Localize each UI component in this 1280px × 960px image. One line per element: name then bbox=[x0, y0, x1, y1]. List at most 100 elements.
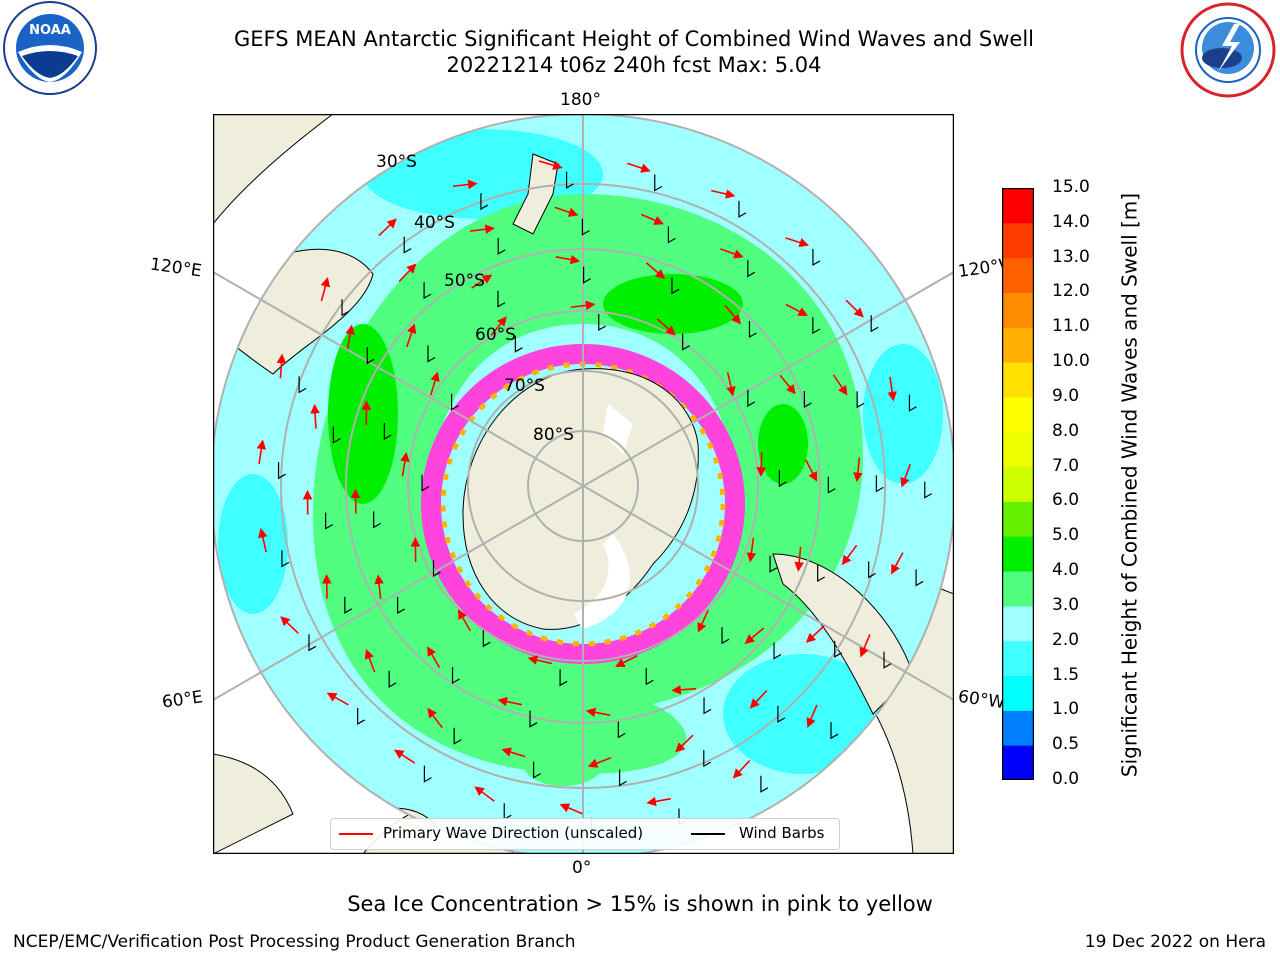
wave-direction-arrow bbox=[656, 318, 676, 336]
colorbar-tick-label: 3.0 bbox=[1052, 594, 1080, 615]
wind-barb bbox=[598, 314, 607, 332]
wind-barb bbox=[682, 333, 690, 351]
wave-direction-arrow bbox=[785, 303, 809, 316]
wave-direction-arrow bbox=[806, 704, 818, 728]
wave-direction-arrow bbox=[470, 224, 495, 235]
wind-barb bbox=[423, 765, 432, 783]
wave-direction-arrow bbox=[756, 452, 767, 477]
wave-direction-arrow bbox=[490, 316, 507, 336]
wave-direction-arrow bbox=[697, 609, 709, 633]
colorbar-bin bbox=[1002, 536, 1034, 572]
colorbar-tick-label: 13.0 bbox=[1052, 246, 1090, 267]
lat-label-80s: 80°S bbox=[533, 425, 574, 445]
wave-direction-arrow bbox=[280, 616, 299, 634]
wind-barb bbox=[875, 475, 884, 493]
wind-barb-legend-label: Wind Barbs bbox=[739, 824, 825, 842]
wind-barb bbox=[827, 476, 836, 494]
wave-direction-arrow bbox=[726, 371, 736, 397]
wind-barb bbox=[423, 282, 432, 300]
wind-barb bbox=[581, 218, 590, 236]
wind-barb bbox=[451, 667, 460, 685]
wave-direction-arrow bbox=[744, 627, 765, 644]
wave-direction-arrow bbox=[457, 609, 472, 632]
colorbar-bin bbox=[1002, 675, 1034, 711]
colorbar-bin bbox=[1002, 396, 1034, 433]
wave-direction-arrow bbox=[497, 696, 522, 707]
wave-direction-arrow bbox=[538, 160, 563, 170]
wave-direction-arrow bbox=[646, 796, 671, 807]
wave-direction-arrow bbox=[900, 463, 912, 488]
svg-text:NOAA: NOAA bbox=[29, 23, 71, 38]
wind-barb bbox=[482, 630, 491, 648]
wave-direction-arrow bbox=[258, 527, 268, 553]
colorbar-tick-label: 12.0 bbox=[1052, 281, 1090, 302]
wind-barb bbox=[565, 171, 574, 189]
wind-barb bbox=[453, 727, 462, 745]
wind-barb bbox=[529, 710, 538, 728]
colorbar-tick-label: 11.0 bbox=[1052, 316, 1090, 337]
wave-direction-arrow bbox=[427, 707, 443, 729]
colorbar-tick-label: 9.0 bbox=[1052, 385, 1080, 406]
colorbar-bin bbox=[1002, 571, 1034, 607]
wave-direction-arrow bbox=[256, 439, 267, 465]
wave-direction-arrow bbox=[853, 457, 863, 483]
lon-label-120e: 120°E bbox=[148, 254, 203, 282]
wave-direction-arrow bbox=[378, 218, 397, 237]
wave-direction-arrow bbox=[887, 376, 897, 402]
wave-direction-arrow bbox=[406, 323, 417, 348]
wind-barb bbox=[357, 707, 365, 725]
wave-direction-arrow bbox=[640, 213, 664, 225]
wave-direction-arrow bbox=[805, 459, 818, 482]
wind-barb bbox=[617, 721, 626, 739]
wind-barb bbox=[583, 266, 591, 284]
wave-direction-arrow bbox=[671, 684, 697, 695]
wave-direction-arrow bbox=[326, 692, 349, 706]
sea-ice-note: Sea Ice Concentration > 15% is shown in … bbox=[347, 892, 933, 916]
wind-barb bbox=[451, 393, 459, 411]
wind-barb bbox=[747, 260, 756, 278]
lat-label-60s: 60°S bbox=[475, 325, 516, 345]
wind-barb bbox=[868, 561, 876, 579]
colorbar bbox=[1002, 188, 1034, 780]
wind-barb bbox=[373, 511, 381, 529]
wave-direction-arrow bbox=[559, 803, 583, 815]
wind-barb bbox=[514, 335, 523, 353]
wave-direction-arrow bbox=[732, 759, 751, 779]
wave-direction-arrow bbox=[452, 179, 478, 190]
wind-barb bbox=[671, 277, 680, 295]
wind-barb bbox=[834, 640, 843, 658]
wind-barb bbox=[432, 559, 441, 577]
wave-direction-arrow bbox=[805, 625, 825, 643]
chart-subtitle: 20221214 t06z 240h fcst Max: 5.04 bbox=[446, 53, 822, 77]
colorbar-tick-label: 0.5 bbox=[1052, 734, 1080, 755]
wave-direction-swatch bbox=[339, 833, 373, 835]
wave-direction-arrow bbox=[320, 276, 331, 302]
colorbar-tick-label: 10.0 bbox=[1052, 351, 1090, 372]
wind-barb bbox=[618, 769, 627, 787]
wind-barb bbox=[703, 750, 712, 768]
wind-barb bbox=[924, 481, 933, 499]
wind-barb bbox=[748, 320, 757, 339]
polar-map bbox=[213, 114, 954, 854]
wave-direction-arrow bbox=[746, 537, 757, 563]
colorbar-tick-label: 0.0 bbox=[1052, 769, 1080, 789]
wind-barb bbox=[773, 642, 782, 660]
colorbar-bin bbox=[1002, 222, 1034, 259]
wave-direction-legend-label: Primary Wave Direction (unscaled) bbox=[383, 824, 644, 842]
colorbar-tick-label: 4.0 bbox=[1052, 560, 1080, 581]
wind-barb bbox=[747, 389, 756, 407]
wind-barb bbox=[366, 347, 375, 365]
wave-direction-arrow bbox=[794, 546, 804, 572]
colorbar-tick-label: 5.0 bbox=[1052, 525, 1080, 546]
wave-direction-arrow bbox=[393, 749, 416, 764]
colorbar-tick-label: 15.0 bbox=[1052, 177, 1090, 197]
wave-direction-arrow bbox=[749, 690, 768, 709]
colorbar-bin bbox=[1002, 362, 1034, 398]
wind-barb bbox=[812, 248, 821, 266]
wind-barb bbox=[883, 651, 892, 669]
wave-direction-arrow bbox=[711, 189, 736, 199]
wave-direction-arrow bbox=[845, 299, 864, 318]
map-legend: Primary Wave Direction (unscaled) Wind B… bbox=[330, 818, 840, 850]
wind-barb bbox=[856, 391, 865, 409]
wind-barb bbox=[654, 174, 663, 192]
